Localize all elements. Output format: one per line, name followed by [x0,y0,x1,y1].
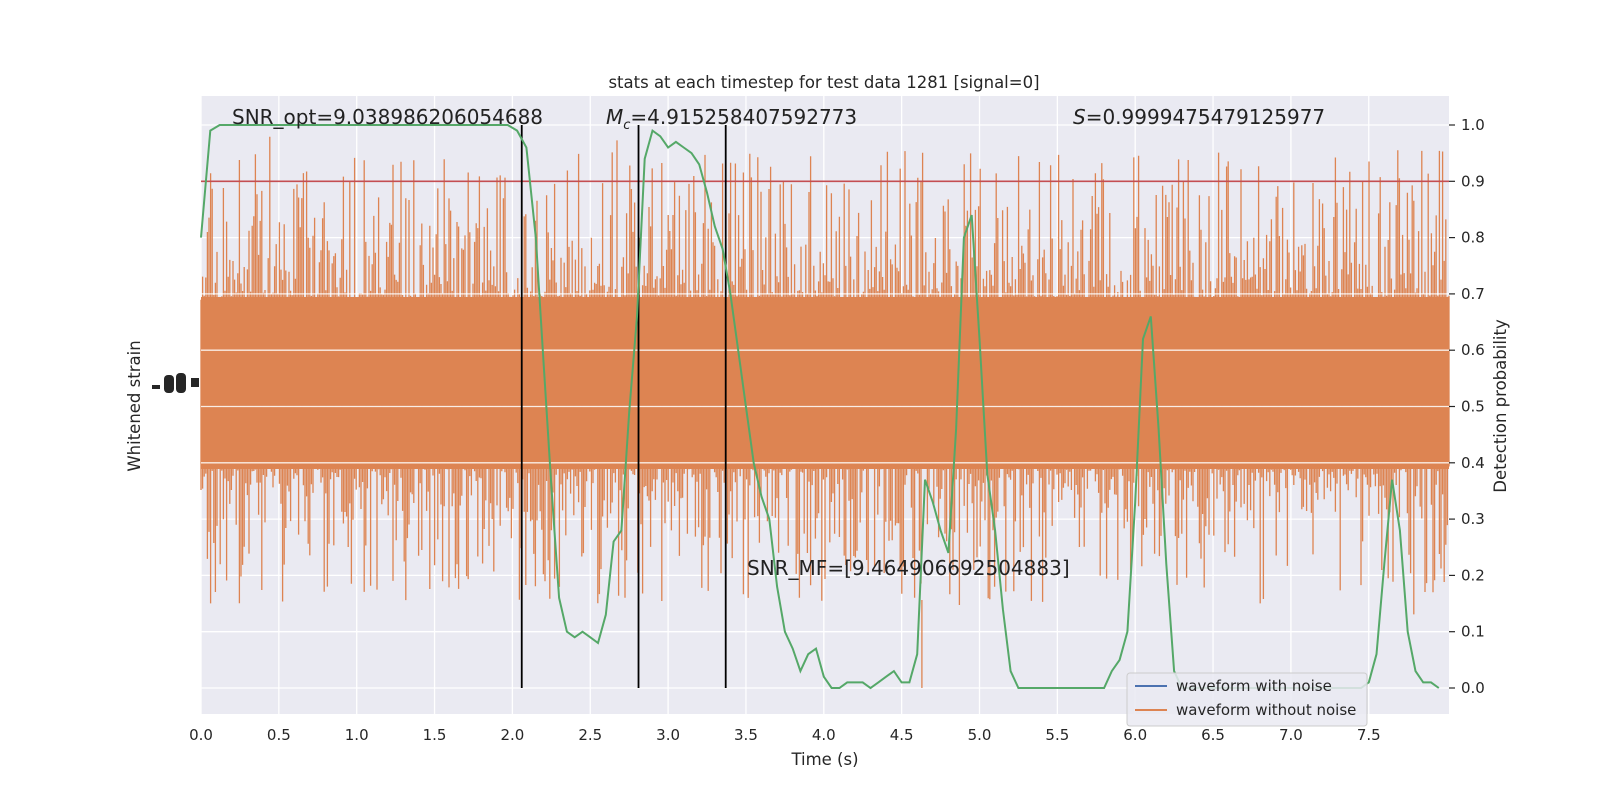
snr-opt-annotation: SNR_opt=9.038986206054688 [232,105,543,129]
x-tick-label: 5.5 [1045,726,1069,744]
noise-band [200,136,1450,688]
y-axis-label-left: Whitened strain [125,340,144,471]
chirp-mass-subscript: c [623,118,630,133]
chart-title: stats at each timestep for test data 128… [608,73,1039,92]
x-tick-label: 2.0 [500,726,524,744]
x-tick-label: 0.5 [267,726,291,744]
y-tick-label: 0.8 [1461,229,1485,247]
vertical-lines [520,125,727,688]
legend-label-without-noise: waveform without noise [1176,701,1356,719]
y-tick-label: 0.0 [1461,679,1485,697]
x-tick-label: 1.5 [423,726,447,744]
y-tick-label: 1.0 [1461,116,1485,134]
x-tick-label: 0.0 [189,726,213,744]
legend-box [1126,672,1368,727]
x-tick-label: 1.0 [345,726,369,744]
left-axis-tick-labels [152,373,199,393]
y-tick-label: 0.9 [1461,172,1485,190]
x-tick-label: 2.5 [578,726,602,744]
x-tick-label: 3.0 [656,726,680,744]
x-tick-label: 4.5 [890,726,914,744]
y-tick-label: 0.1 [1461,623,1485,641]
noise-spikes [200,136,1450,688]
chirp-mass-value: =4.915258407592773 [630,105,857,129]
legend-label-with-noise: waveform with noise [1176,677,1332,695]
y-tick-label: 0.6 [1461,341,1485,359]
x-ticks: 0.0 0.5 1.0 1.5 2.0 2.5 3.0 3.5 4.0 4.5 5.0 5.5 6.0 6… [189,726,1381,744]
legend: waveform with noise waveform without noi… [1126,672,1368,727]
x-tick-label: 5.0 [968,726,992,744]
y-tick-label: 0.5 [1461,398,1485,416]
chirp-mass-annotation: Mc=4.915258407592773 [606,105,857,133]
y-tick-label: 0.7 [1461,285,1485,303]
snr-mf-annotation: SNR_MF=[9.464906692504883] [747,556,1070,580]
s-annotation: S=0.9999475479125977 [1073,105,1325,129]
x-tick-label: 7.5 [1357,726,1381,744]
x-tick-label: 4.0 [812,726,836,744]
s-value: =0.9999475479125977 [1086,105,1325,129]
x-tick-label: 7.0 [1279,726,1303,744]
x-tick-label: 3.5 [734,726,758,744]
x-tick-label: 6.5 [1201,726,1225,744]
chirp-mass-symbol: M [606,105,623,129]
y-ticks-right: 0.0 0.1 0.2 0.3 0.4 0.5 0.6 0.7 0.8 0.9 1.0 [1449,116,1485,697]
y-tick-label: 0.2 [1461,566,1485,584]
y-tick-label: 0.3 [1461,510,1485,528]
y-axis-label-right: Detection probability [1491,319,1510,493]
y-tick-label: 0.4 [1461,454,1485,472]
x-axis-label: Time (s) [790,750,858,769]
s-symbol: S [1073,105,1086,129]
x-tick-label: 6.0 [1123,726,1147,744]
